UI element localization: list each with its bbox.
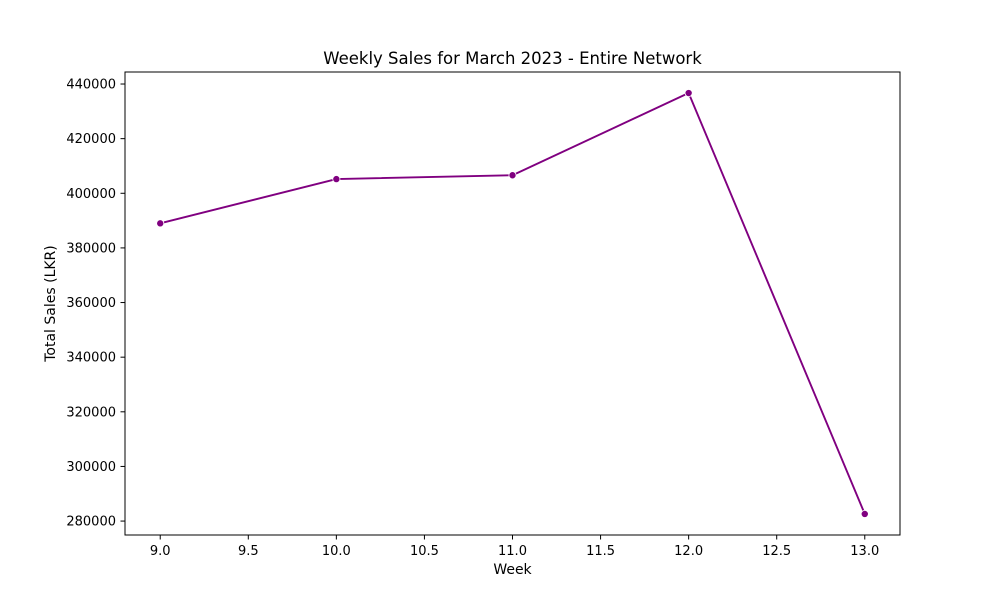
x-tick-label: 9.0 [150,544,171,559]
x-axis-ticks: 9.0 9.5 10.0 10.5 11.0 11.5 12.0 12.5 13.0 [150,535,879,559]
chart-title: Weekly Sales for March 2023 - Entire Net… [323,49,702,68]
x-tick-label: 10.5 [410,544,439,559]
y-tick-label: 280000 [66,515,116,530]
x-tick-label: 12.0 [674,544,703,559]
data-point [860,509,869,518]
data-point [332,175,341,184]
plot-frame [124,71,901,536]
y-tick-label: 340000 [66,351,116,366]
x-tick-label: 10.0 [322,544,351,559]
y-axis-title: Total Sales (LKR) [43,245,59,363]
x-tick-label: 9.5 [238,544,259,559]
x-tick-label: 11.0 [498,544,527,559]
x-tick-label: 11.5 [586,544,615,559]
y-tick-label: 420000 [66,132,116,147]
series-layer [156,89,869,518]
y-tick-label: 360000 [66,296,116,311]
y-tick-label: 400000 [66,187,116,202]
data-point [508,171,517,180]
y-tick-label: 300000 [66,460,116,475]
x-tick-label: 12.5 [762,544,791,559]
y-tick-label: 440000 [66,78,116,93]
x-tick-label: 13.0 [850,544,879,559]
y-tick-label: 320000 [66,405,116,420]
data-point [156,219,165,228]
data-point [684,89,693,98]
x-axis-title: Week [493,562,532,578]
y-tick-label: 380000 [66,241,116,256]
y-axis-ticks: 280000 300000 320000 340000 360000 380000 4000… [66,78,125,530]
